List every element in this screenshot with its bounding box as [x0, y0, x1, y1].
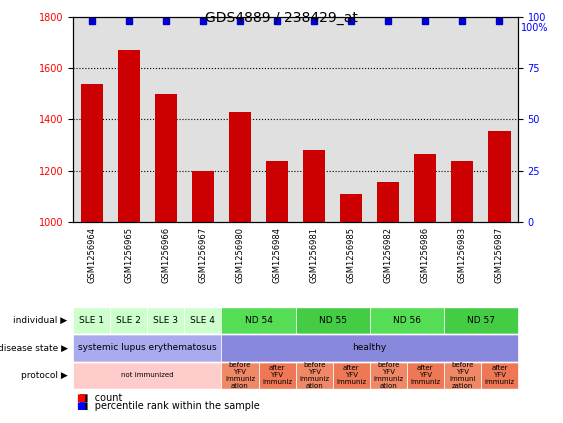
- Text: SLE 3: SLE 3: [153, 316, 178, 325]
- Bar: [155, 94, 177, 222]
- Bar: [296, 17, 333, 222]
- Text: healthy: healthy: [352, 343, 387, 352]
- Text: individual ▶: individual ▶: [14, 316, 68, 325]
- Text: ND 54: ND 54: [244, 316, 272, 325]
- Text: systemic lupus erythematosus: systemic lupus erythematosus: [78, 343, 217, 352]
- Bar: [444, 17, 481, 222]
- Bar: [148, 17, 185, 222]
- Text: protocol ▶: protocol ▶: [21, 371, 68, 380]
- Text: ■  percentile rank within the sample: ■ percentile rank within the sample: [73, 401, 260, 411]
- Bar: [118, 50, 140, 222]
- Bar: [221, 17, 258, 222]
- Text: not immunized: not immunized: [121, 372, 173, 379]
- Bar: [340, 194, 363, 222]
- Text: GDS4889 / 238429_at: GDS4889 / 238429_at: [205, 11, 358, 25]
- Bar: [370, 17, 406, 222]
- Bar: [229, 112, 251, 222]
- Text: disease state ▶: disease state ▶: [0, 343, 68, 352]
- Text: 100%: 100%: [521, 23, 548, 33]
- Text: SLE 1: SLE 1: [79, 316, 104, 325]
- Text: before
YFV
immuniz
ation: before YFV immuniz ation: [225, 362, 255, 389]
- Bar: [377, 182, 399, 222]
- Text: ND 55: ND 55: [319, 316, 347, 325]
- Bar: [303, 150, 325, 222]
- Text: after
YFV
immuniz: after YFV immuniz: [484, 365, 515, 385]
- Text: SLE 4: SLE 4: [190, 316, 216, 325]
- Bar: [110, 17, 148, 222]
- Text: SLE 2: SLE 2: [117, 316, 141, 325]
- Text: after
YFV
immuniz: after YFV immuniz: [336, 365, 367, 385]
- Text: ■  count: ■ count: [73, 393, 123, 403]
- Bar: [481, 17, 518, 222]
- Bar: [333, 17, 370, 222]
- Text: before
YFV
immuniz
ation: before YFV immuniz ation: [299, 362, 329, 389]
- Bar: [488, 131, 511, 222]
- Bar: [185, 17, 221, 222]
- Bar: [258, 17, 296, 222]
- Text: after
YFV
immuniz: after YFV immuniz: [410, 365, 440, 385]
- Bar: [73, 17, 110, 222]
- Text: ND 56: ND 56: [393, 316, 421, 325]
- Text: ND 57: ND 57: [467, 316, 495, 325]
- Bar: [414, 154, 436, 222]
- Bar: [266, 161, 288, 222]
- Bar: [81, 84, 103, 222]
- Bar: [406, 17, 444, 222]
- Bar: [452, 161, 473, 222]
- Text: ■: ■: [76, 401, 85, 411]
- Bar: [192, 171, 214, 222]
- Text: before
YFV
immuni
zation: before YFV immuni zation: [449, 362, 476, 389]
- Text: after
YFV
immuniz: after YFV immuniz: [262, 365, 292, 385]
- Text: before
YFV
immuniz
ation: before YFV immuniz ation: [373, 362, 403, 389]
- Text: ■: ■: [76, 393, 85, 403]
